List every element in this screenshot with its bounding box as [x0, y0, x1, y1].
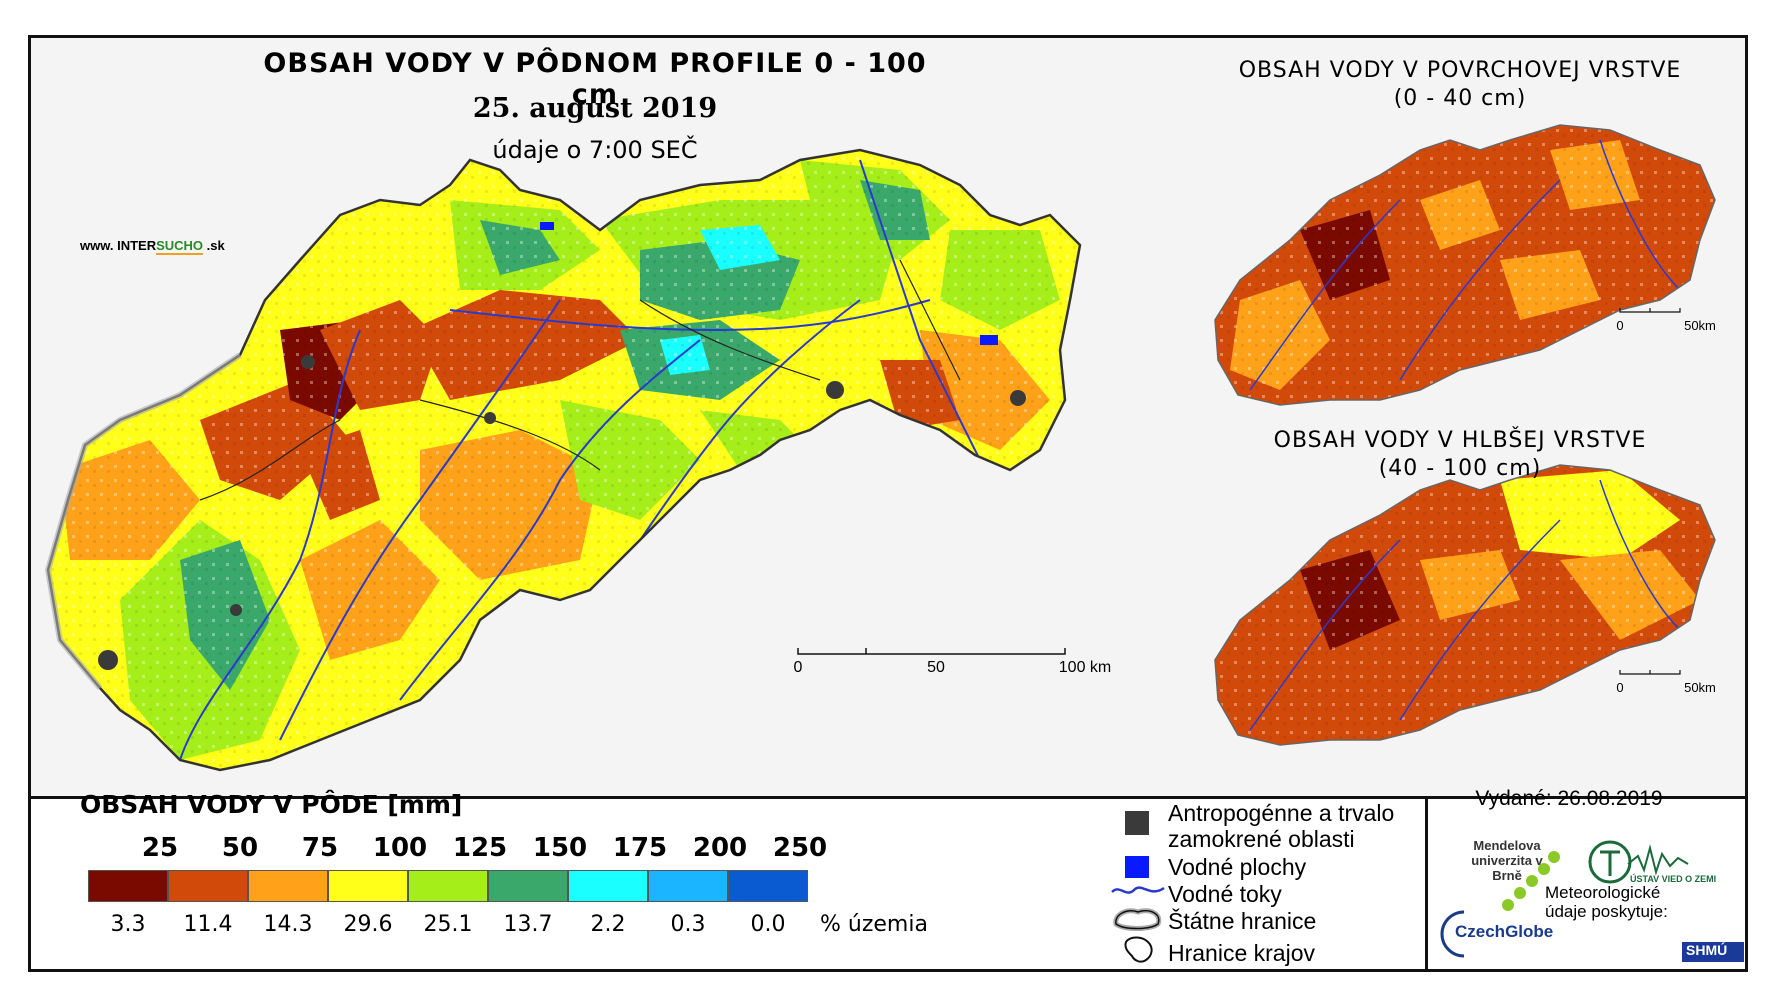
logo-prefix: www. INTER [80, 238, 157, 253]
main-scale-label-0: 0 [794, 659, 803, 676]
legend-threshold-75: 75 [301, 833, 339, 863]
deep-scale-label-0: 0 [1616, 680, 1623, 695]
surface-title-line1: OBSAH VODY V POVRCHOVEJ VRSTVE [1238, 58, 1682, 83]
legend-class-5 [408, 870, 488, 902]
surface-scale-bar [1619, 308, 1681, 313]
legend-percent-4: 29.6 [343, 912, 393, 937]
legend-class-4 [328, 870, 408, 902]
water-body-icon [1125, 856, 1149, 878]
legend-threshold-150: 150 [532, 833, 588, 863]
issued-date: Vydané: 26.08.2019 [1475, 787, 1663, 810]
legend-class-9 [728, 870, 808, 902]
czechglobe-name: CzechGlobe [1455, 922, 1553, 942]
intersucho-logo[interactable]: www. INTERSUCHO .sk [80, 238, 225, 255]
deep-map-title: OBSAH VODY V HLBŠEJ VRSTVE (40 - 100 cm) [1210, 427, 1710, 483]
logo-highlight: SUCHO [156, 238, 204, 255]
anthropogenic-line2: zamokrené oblasti [1168, 826, 1355, 852]
region-border-icon [1124, 936, 1153, 963]
legend-state-border: Štátne hranice [1168, 908, 1317, 934]
legend-threshold-125: 125 [452, 833, 508, 863]
state-border-icon [1113, 908, 1162, 931]
czechglobe-logo [1440, 910, 1465, 958]
main-map-title: OBSAH VODY V PÔDNOM PROFILE 0 - 100 cm [263, 48, 927, 110]
anthropogenic-icon [1125, 811, 1149, 835]
legend-class-1 [88, 870, 168, 902]
legend-title: OBSAH VODY V PÔDE [mm] [80, 790, 463, 819]
info-divider [1425, 796, 1428, 969]
deep-layer-map [1215, 465, 1715, 745]
legend-threshold-100: 100 [372, 833, 428, 863]
deep-scale-bar [1619, 670, 1681, 675]
main-map [48, 150, 1080, 770]
legend-percent-3: 14.3 [263, 912, 313, 937]
legend-anthropogenic: Antropogénne a trvalo zamokrené oblasti [1168, 800, 1394, 852]
legend-threshold-250: 250 [772, 833, 828, 863]
main-map-date: 25. august 2019 [472, 93, 718, 124]
legend-percent-5: 25.1 [423, 912, 473, 937]
mendel-dots-icon [1502, 851, 1560, 911]
legend-threshold-50: 50 [221, 833, 259, 863]
deep-title-line1: OBSAH VODY V HLBŠEJ VRSTVE [1273, 428, 1647, 453]
deep-title-line2: (40 - 100 cm) [1378, 456, 1542, 481]
main-scale-label-50: 50 [927, 659, 945, 676]
river-icon [1111, 886, 1165, 894]
legend-threshold-25: 25 [141, 833, 179, 863]
deep-scale-label-50: 50km [1684, 680, 1716, 695]
legend-class-6 [488, 870, 568, 902]
shmu-name: SHMÚ [1686, 942, 1728, 958]
logo-suffix: .sk [203, 238, 225, 253]
surface-title-line2: (0 - 40 cm) [1393, 86, 1527, 111]
legend-threshold-175: 175 [612, 833, 668, 863]
legend-percent-2: 11.4 [183, 912, 233, 937]
anthropogenic-line1: Antropogénne a trvalo [1168, 800, 1395, 826]
legend-percent-8: 0.3 [670, 912, 706, 937]
legend-percent-7: 2.2 [590, 912, 626, 937]
surface-scale-label-50: 50km [1684, 318, 1716, 333]
legend-class-7 [568, 870, 648, 902]
legend-rivers: Vodné toky [1168, 881, 1282, 907]
uvz-name: ÚSTAV VIED O ZEMI [1630, 874, 1717, 884]
legend-class-2 [168, 870, 248, 902]
legend-class-8 [648, 870, 728, 902]
main-scale-label-100: 100 km [1059, 659, 1111, 676]
legend-class-3 [248, 870, 328, 902]
surface-scale-label-0: 0 [1616, 318, 1623, 333]
surface-layer-map [1215, 125, 1715, 405]
legend-threshold-200: 200 [692, 833, 748, 863]
legend-percent-9: 0.0 [750, 912, 786, 937]
legend-region-border: Hranice krajov [1168, 940, 1315, 966]
czechglobe-text: CzechGlobe [1455, 922, 1554, 941]
surface-map-title: OBSAH VODY V POVRCHOVEJ VRSTVE (0 - 40 c… [1210, 57, 1710, 113]
uvz-logo [1588, 840, 1689, 884]
legend-percent-unit: % územia [820, 912, 928, 937]
legend-divider [31, 796, 1745, 799]
legend-percent-1: 3.3 [110, 912, 146, 937]
meteo-provider: Meteorologické údaje poskytuje: [1545, 883, 1668, 921]
legend-percent-6: 13.7 [503, 912, 553, 937]
mendel-university: Mendelova univerzita v Brně [1471, 838, 1543, 883]
shmu-logo [1682, 942, 1744, 962]
main-map-time: údaje o 7:00 SEČ [492, 136, 698, 164]
main-scale-bar [797, 648, 1066, 655]
legend-water-bodies: Vodné plochy [1168, 854, 1307, 880]
